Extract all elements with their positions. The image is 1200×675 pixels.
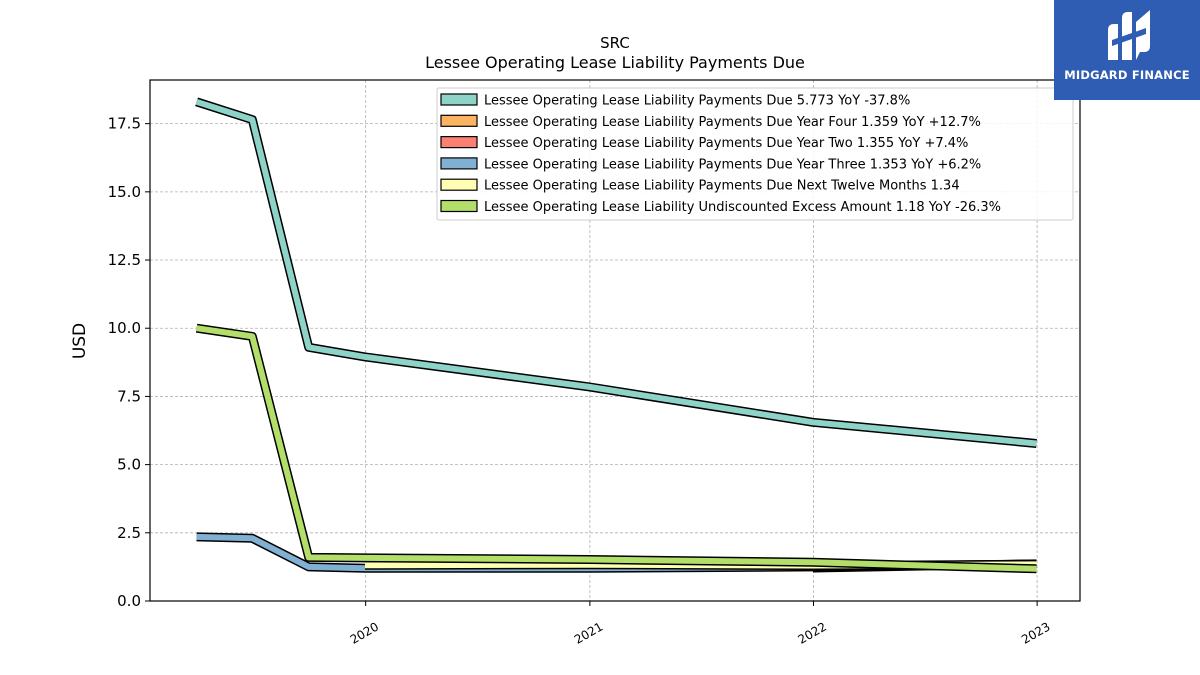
legend-label: Lessee Operating Lease Liability Payment… — [484, 94, 910, 109]
legend-swatch — [440, 114, 478, 127]
legend-swatch — [440, 136, 478, 149]
x-tick-label: 2020 — [348, 619, 381, 646]
legend-label: Lessee Operating Lease Liability Payment… — [484, 115, 981, 130]
legend-swatch — [440, 178, 478, 191]
x-tick-label: 2021 — [572, 619, 605, 646]
legend-label: Lessee Operating Lease Liability Payment… — [484, 179, 960, 194]
legend-swatch — [440, 93, 478, 106]
logo-mark-icon — [1108, 10, 1150, 60]
legend-swatch — [440, 157, 478, 170]
legend-label: Lessee Operating Lease Liability Payment… — [484, 157, 981, 172]
legend: Lessee Operating Lease Liability Payment… — [436, 87, 1074, 221]
series-line — [196, 325, 1037, 572]
logo-text: MIDGARD FINANCE — [1064, 68, 1190, 82]
legend-box — [436, 87, 1074, 221]
y-tick-label: 0.0 — [117, 592, 141, 610]
brand-logo: MIDGARD FINANCE — [1054, 0, 1200, 100]
legend-swatch — [440, 199, 478, 213]
series-layer — [195, 97, 1037, 574]
chart-title: SRC — [600, 34, 630, 52]
x-tick-label: 2023 — [1019, 619, 1052, 646]
y-tick-label: 7.5 — [117, 387, 141, 405]
y-tick-label: 2.5 — [117, 524, 141, 542]
series-line — [195, 98, 1037, 447]
chart-subtitle: Lessee Operating Lease Liability Payment… — [425, 53, 805, 72]
y-tick-label: 5.0 — [117, 456, 141, 474]
y-tick-label: 17.5 — [108, 115, 141, 133]
legend-label: Lessee Operating Lease Liability Undisco… — [484, 200, 1001, 215]
y-tick-label: 10.0 — [108, 319, 141, 337]
x-tick-label: 2022 — [796, 619, 829, 646]
y-axis-label: USD — [70, 323, 90, 359]
legend-label: Lessee Operating Lease Liability Payment… — [484, 136, 968, 151]
y-tick-label: 15.0 — [108, 183, 141, 201]
plot-frame — [149, 79, 1081, 602]
y-tick-label: 12.5 — [108, 251, 141, 269]
